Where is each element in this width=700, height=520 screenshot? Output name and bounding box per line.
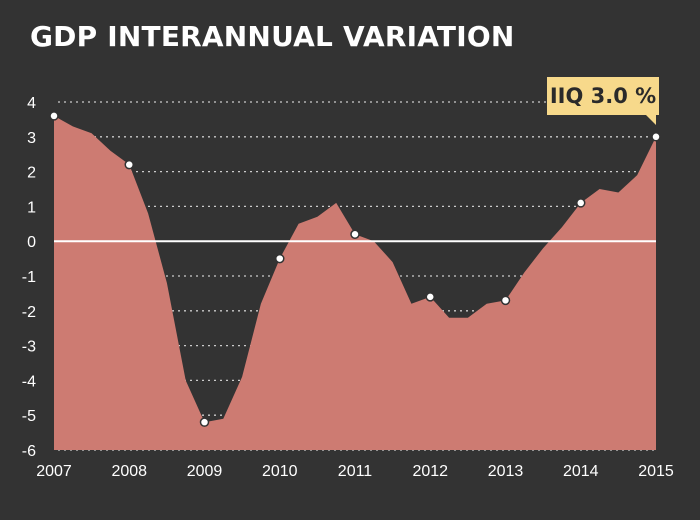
y-tick-label: -5 (22, 408, 36, 425)
y-axis-ticks: 4 3 2 1 0 -1 -2 -3 -4 -5 -6 (22, 95, 36, 460)
data-point-marker (199, 417, 210, 427)
data-point-marker (350, 229, 360, 239)
y-tick-label: -4 (22, 373, 36, 390)
data-point-marker (500, 295, 511, 306)
x-axis-ticks: 2007 2008 2009 2010 2011 2012 2013 2014 2015 (36, 463, 674, 480)
y-tick-label: 3 (27, 130, 36, 147)
x-tick-label: 2007 (36, 463, 72, 480)
data-point-marker (49, 111, 59, 121)
data-point-marker (425, 292, 435, 302)
y-tick-label: 2 (27, 165, 36, 182)
y-tick-label: -2 (22, 304, 36, 321)
gdp-area (54, 115, 656, 451)
x-tick-label: 2014 (563, 463, 599, 480)
data-point-marker (651, 132, 661, 142)
y-tick-label: 0 (27, 234, 36, 251)
data-point-marker (124, 159, 134, 170)
x-tick-label: 2013 (488, 463, 524, 480)
y-tick-label: 1 (27, 199, 36, 216)
y-tick-label: -6 (22, 443, 36, 460)
chart-title: GDP INTERANNUAL VARIATION (30, 20, 515, 53)
y-tick-label: -3 (22, 339, 36, 356)
x-tick-label: 2010 (262, 463, 298, 480)
callout-pointer (646, 115, 656, 125)
y-tick-label: 4 (27, 95, 36, 112)
data-point-marker (275, 253, 285, 264)
x-tick-label: 2008 (111, 463, 147, 480)
x-tick-label: 2015 (638, 463, 674, 480)
x-tick-label: 2011 (338, 463, 373, 480)
area-series (54, 115, 656, 451)
data-point-marker (576, 198, 586, 208)
latest-value-callout: IIQ 3.0 % (547, 77, 659, 115)
x-tick-label: 2012 (412, 463, 448, 480)
x-tick-label: 2009 (187, 463, 223, 480)
data-markers (49, 111, 661, 427)
y-tick-label: -1 (22, 269, 36, 286)
